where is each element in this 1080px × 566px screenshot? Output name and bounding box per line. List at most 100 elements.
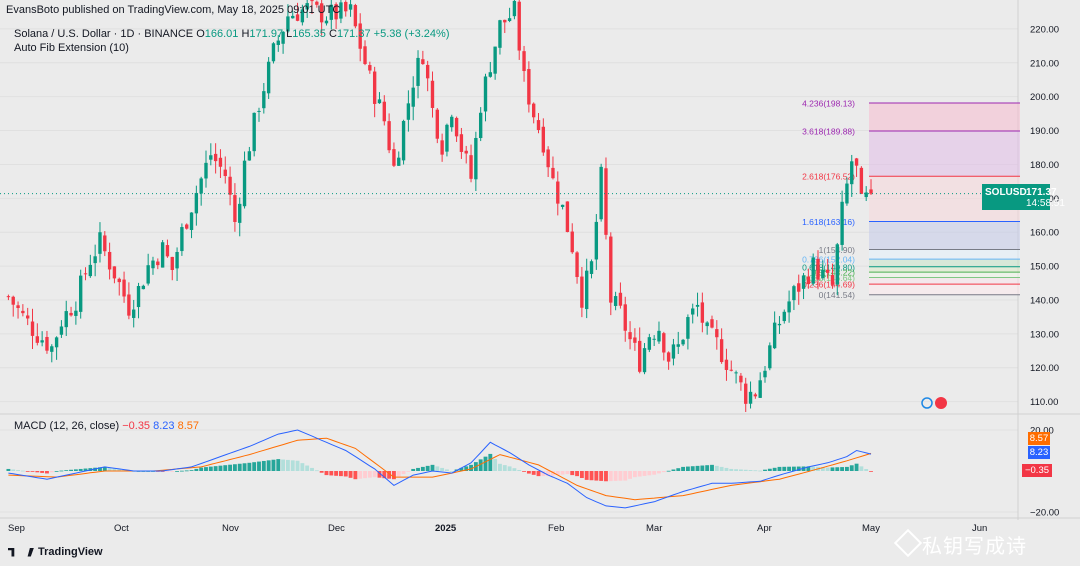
candle-body [671,344,676,359]
time-axis-label: May [862,523,880,534]
macd-histogram-bar [228,464,233,471]
macd-histogram-bar [570,471,575,476]
candle-body [753,394,758,397]
macd-histogram-bar [276,459,281,471]
macd-histogram-bar [271,459,276,471]
macd-histogram-bar [541,471,546,477]
macd-hist-value: −0.35 [122,420,151,432]
candle-body [821,269,825,279]
macd-histogram-bar [449,471,454,472]
macd-histogram-bar [324,471,329,476]
macd-histogram-bar [338,471,343,477]
candle-body [45,336,49,351]
candle-body [286,16,290,32]
fib-level-label: 1.618(163.16) [802,217,855,227]
candle-body [93,256,97,264]
time-axis-label: Jun [972,523,987,534]
macd-histogram-bar [420,466,425,471]
candle-body [527,69,531,105]
candle-body [300,9,305,23]
macd-histogram-bar [285,459,290,471]
macd-histogram-bar [825,467,830,471]
macd-histogram-bar [594,471,599,481]
candle-body [397,157,401,166]
macd-histogram-bar [690,466,695,471]
candle-body [151,260,155,269]
macd-histogram-bar [117,468,122,471]
macd-histogram-bar [483,456,488,471]
macd-histogram-bar [387,471,392,479]
candle-body [450,116,454,128]
macd-histogram-bar [45,471,49,474]
macd-histogram-bar [599,471,604,481]
macd-histogram-bar [854,463,859,471]
price-axis-label: 120.00 [1030,363,1059,374]
candle-body [772,322,777,349]
candle-body [218,157,223,167]
macd-histogram-bar [78,468,83,471]
candle-body [6,296,11,298]
indicator-label[interactable]: Auto Fib Extension (10) [14,42,129,54]
candle-body [662,333,666,353]
candle-body [744,383,748,404]
candle-body [797,283,801,292]
macd-histogram-bar [199,467,204,471]
macd-histogram-bar [806,466,811,471]
macd-histogram-bar [502,465,507,471]
candle-body [54,337,59,348]
candle-body [69,312,73,316]
candle-body [59,326,64,335]
macd-histogram-bar [676,468,681,471]
candle-body [459,134,464,152]
candle-body [638,340,642,372]
candle-body [324,20,329,24]
macd-histogram-bar [69,469,73,471]
macd-histogram-bar [743,469,748,471]
candle-body [700,302,705,323]
candle-body [213,153,218,162]
candle-body [845,183,849,204]
candle-body [801,275,806,289]
candle-body [560,204,565,207]
candle-body [83,273,88,275]
candle-body [411,87,415,107]
macd-histogram-bar [498,463,502,471]
close-value: 171.37 [336,28,371,40]
macd-histogram-bar [290,460,295,471]
macd-histogram-bar [844,466,849,471]
macd-histogram-bar [11,469,16,471]
candle-body [382,101,386,122]
fib-zone [869,259,1020,267]
candle-body [112,266,117,279]
candle-body [334,4,338,20]
macd-histogram-bar [796,466,801,471]
candle-body [483,76,488,112]
candle-body [531,103,536,118]
fib-zone [869,272,1020,278]
candle-body [30,321,35,336]
macd-histogram-bar [170,471,175,472]
macd-histogram-bar [589,471,594,481]
candle-body [724,359,729,370]
macd-histogram-bar [531,471,536,475]
tradingview-brand[interactable]: TradingView [8,546,103,558]
tradingview-logo-icon [8,547,15,557]
macd-histogram-bar [223,465,228,471]
macd-histogram-bar [102,466,107,471]
macd-histogram-bar [194,468,199,471]
candle-body [344,1,348,12]
candle-body [691,308,695,315]
high-value: 171.97 [249,28,284,40]
macd-histogram-bar [208,466,213,471]
macd-histogram-bar [40,471,45,473]
last-price-tag: SOLUSD 171.37 14:58:51 [982,184,1065,210]
time-axis-label: Sep [8,523,25,534]
macd-legend[interactable]: MACD (12, 26, close) −0.35 8.23 8.57 [14,420,199,432]
macd-histogram-bar [363,471,367,479]
candle-body [589,261,594,274]
macd-histogram-bar [334,471,339,476]
candle-body [377,99,382,104]
candle-body [295,14,300,21]
macd-histogram-bar [608,471,613,482]
